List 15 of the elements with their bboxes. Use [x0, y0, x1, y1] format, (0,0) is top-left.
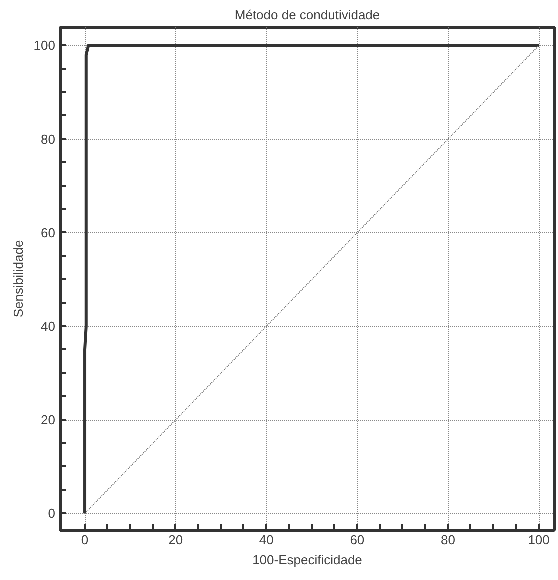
x-axis-title: 100-Especificidade	[252, 552, 362, 568]
y-tick-label: 60	[41, 225, 56, 240]
x-tick-label: 60	[350, 532, 365, 548]
x-tick-label: 20	[168, 532, 184, 548]
y-tick-label: 40	[41, 318, 56, 334]
y-tick-label: 80	[41, 132, 56, 147]
x-tick-label: 0	[81, 532, 89, 548]
y-tick-label: 0	[48, 506, 56, 522]
y-tick-label: 20	[41, 412, 56, 428]
x-tick-label: 80	[441, 532, 456, 548]
x-tick-label: 40	[259, 532, 274, 548]
chart-title: Método de condutividade	[234, 8, 380, 22]
y-axis-title: Sensibilidade	[10, 240, 26, 318]
x-tick-label: 100	[528, 532, 550, 548]
y-tick-label: 100	[34, 38, 56, 54]
